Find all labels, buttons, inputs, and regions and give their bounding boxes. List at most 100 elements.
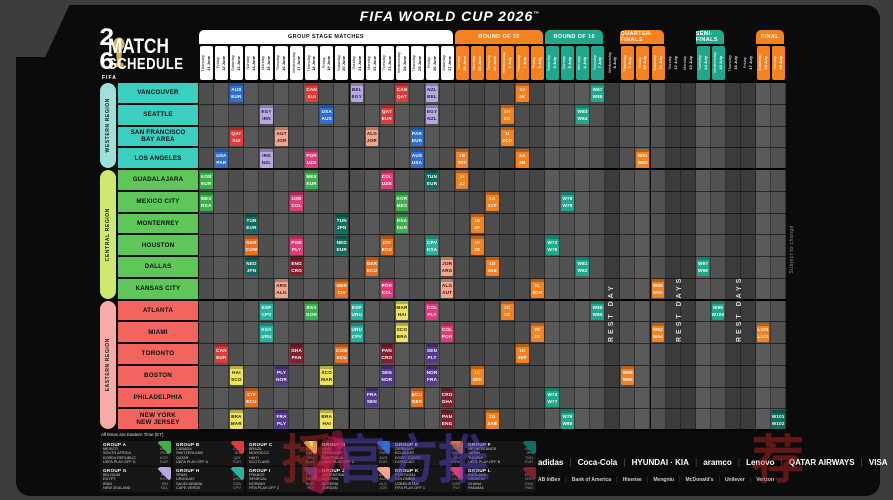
team-name: NEW ZEALAND: [103, 486, 131, 491]
date-header: Monday 29 June: [470, 46, 484, 80]
match-cell: USA AUS: [320, 105, 334, 125]
city-cell: SEATTLE: [117, 103, 199, 126]
match-cell: MAR HAI: [395, 300, 409, 320]
match-team-code: W92: [637, 159, 648, 165]
group-team-row: IRAN IRN: [103, 482, 168, 486]
match-cell: ESP URU: [350, 300, 364, 320]
date-header: Saturday 27 June: [440, 46, 454, 80]
sponsor-separator: |: [749, 477, 752, 483]
team-name: SAUDI ARABIA: [176, 481, 203, 486]
group-team-row: SOUTH AFRICA RSA: [103, 451, 168, 455]
sponsor-separator: |: [718, 477, 720, 483]
match-cell: AUS EUR: [230, 83, 243, 103]
group-team-row: SCOTLAND SCO: [249, 460, 314, 464]
match-team-code: 1K: [519, 348, 526, 354]
team-name: SWITZERLAND: [176, 451, 204, 456]
match-team-code: COL: [381, 174, 393, 180]
match-team-code: BEL: [351, 87, 362, 93]
match-cell: W87 W88: [591, 83, 604, 103]
team-code: JOR: [379, 486, 387, 491]
date-header-date: 18 June: [311, 55, 317, 71]
logo-26-badge: 2 6 FIFA: [99, 26, 125, 81]
grid-row-line: [199, 234, 786, 236]
team-name: MOROCCO: [249, 451, 270, 456]
match-cell: PAN ENG: [440, 409, 454, 429]
team-code: KOR: [159, 455, 168, 460]
match-cell: W73 W75: [546, 235, 559, 255]
date-header: Monday 6 July: [576, 46, 590, 80]
team-name: BRAZIL: [249, 447, 263, 451]
date-header-date: 5 July: [567, 57, 573, 69]
date-header-date: 12 July: [672, 56, 678, 70]
match-team-code: PLY: [292, 246, 302, 252]
match-team-code: AUS: [231, 87, 242, 93]
date-header-date: 17 July: [747, 56, 753, 70]
match-cell: ALG AUT: [440, 279, 454, 299]
match-cell: POR UZB: [305, 148, 318, 168]
grid-row-line: [199, 256, 786, 257]
group-box-title: GROUP B: [176, 442, 200, 447]
team-code: JPN: [525, 451, 533, 456]
team-code: PLY: [307, 486, 314, 491]
city-cell: GUADALAJARA: [117, 169, 199, 191]
match-cell: HAI SCO: [230, 366, 243, 386]
match-cell: 1E 2F: [470, 213, 484, 233]
match-team-code: 2A: [519, 152, 526, 158]
group-box-title: GROUP F: [468, 442, 491, 447]
team-code: CIV: [453, 455, 460, 460]
date-header-date: 14 July: [702, 56, 708, 70]
date-header: Wednesday 15 July: [711, 46, 725, 80]
team-name: CURACAO: [395, 460, 414, 465]
match-cell: W91 W92: [636, 148, 650, 168]
team-code: SUI: [234, 451, 241, 456]
match-team-code: W86: [592, 311, 603, 317]
match-team-code: NZL: [261, 159, 272, 165]
match-team-code: ESP: [351, 304, 362, 310]
city-cell: SAN FRANCISCO BAY AREA: [117, 125, 199, 148]
date-header-date: 27 June: [446, 55, 452, 71]
group-box-title: GROUP I: [249, 468, 271, 473]
match-team-code: 3GH: [532, 290, 543, 296]
match-team-code: PLY: [427, 311, 437, 317]
team-name: GERMANY: [395, 447, 415, 451]
match-team-code: EUR: [246, 224, 257, 230]
match-cell: COL PLY: [425, 300, 439, 320]
match-team-code: W76: [562, 196, 573, 202]
group-box: GROUP HSPAINESPURUGUAYURUSAUDI ARABIAKSA…: [173, 467, 244, 492]
team-name: MEXICO: [103, 447, 118, 451]
match-team-code: ECU: [246, 398, 257, 404]
fifa-wordmark: FIFA: [102, 75, 117, 81]
match-cell: 1B 3EF: [455, 148, 469, 168]
group-team-row: KOREA REPUBLIC KOR: [103, 456, 168, 460]
sponsor-separator: |: [565, 477, 567, 483]
date-header-day: Tuesday: [380, 55, 386, 71]
match-cell: ALG JOR: [365, 126, 379, 146]
date-header: Monday 15 June: [260, 46, 274, 80]
city-cell: MEXICO CITY: [117, 190, 199, 213]
sponsor-logo: Bank of America: [571, 477, 612, 483]
match-team-code: NZL: [427, 116, 437, 122]
match-cell: FRA SEN: [365, 387, 379, 407]
match-team-code: W81: [577, 261, 588, 267]
team-name: CANADA: [176, 447, 192, 451]
team-code: TUN: [525, 455, 533, 460]
match-team-code: COL: [291, 203, 302, 209]
match-team-code: UZB: [306, 159, 317, 165]
match-team-code: CUW: [335, 348, 348, 354]
grid-row-line: [199, 81, 786, 83]
match-team-code: CIV: [382, 239, 392, 245]
date-header-date: 2 July: [522, 57, 528, 69]
sponsor-separator: |: [737, 457, 741, 467]
match-team-code: QAT: [381, 109, 392, 115]
match-team-code: AUT: [442, 290, 453, 296]
date-header: Thursday 16 July: [727, 46, 740, 80]
team-name: NETHERLANDS: [468, 447, 497, 451]
group-box: GROUP LENGLANDENGCROATIACROGHANAGHAPANAM…: [465, 467, 536, 492]
match-team-code: W77: [547, 398, 558, 404]
match-cell: AUS USA: [410, 148, 424, 168]
match-team-code: MAR: [321, 377, 333, 383]
match-cell: MEX RSA: [200, 192, 213, 212]
match-cell: W95 W96: [651, 279, 665, 299]
group-box-title: GROUP G: [103, 468, 127, 473]
date-header: Saturday 13 June: [230, 46, 244, 80]
